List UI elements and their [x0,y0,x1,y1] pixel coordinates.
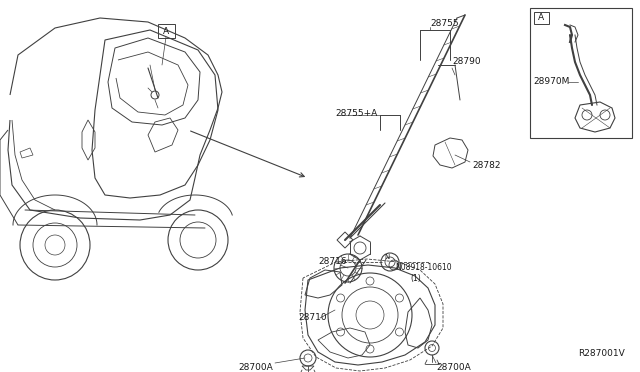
Bar [530,8,632,138]
Text: 28700A: 28700A [238,363,273,372]
Text: N: N [384,254,389,260]
Text: 28700A: 28700A [436,363,471,372]
Text: N08918-10610: N08918-10610 [395,263,452,273]
Text: A: A [163,26,169,35]
Text: 28755: 28755 [430,19,459,28]
Text: A: A [538,13,544,22]
Text: 28716: 28716 [318,257,347,266]
Text: 28755+A: 28755+A [335,109,377,118]
Text: 28710: 28710 [298,314,326,323]
Text: 28970M: 28970M [533,77,570,87]
Text: 28790: 28790 [452,58,481,67]
Text: 28782: 28782 [472,160,500,170]
Text: (1): (1) [410,273,420,282]
Text: R287001V: R287001V [579,349,625,358]
